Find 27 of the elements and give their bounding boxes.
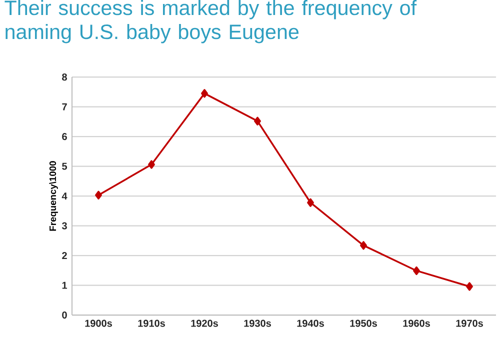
x-tick-label: 1950s	[350, 320, 377, 327]
point	[148, 160, 155, 169]
point	[360, 241, 367, 250]
x-tick-label: 1940s	[297, 320, 324, 327]
y-tick-label: 6	[62, 132, 67, 140]
x-tick-label: 1910s	[138, 320, 165, 327]
y-tick-label: 3	[62, 222, 67, 230]
x-tick-label: 1920s	[191, 320, 218, 327]
y-tick-label: 4	[62, 192, 68, 200]
x-tick-label: 1970s	[456, 320, 483, 327]
point	[201, 89, 208, 98]
point	[466, 282, 473, 291]
point	[413, 266, 420, 276]
y-tick-label: 2	[62, 252, 67, 260]
y-tick-label: 0	[62, 311, 67, 319]
x-tick-label: 1960s	[403, 320, 430, 327]
y-tick-label: 7	[62, 103, 67, 110]
y-tick-label: 5	[62, 162, 68, 170]
x-tick-label: 1930s	[244, 320, 271, 327]
chart-title: Their success is marked by the frequency of naming U.S. baby boys Eugene	[4, 0, 417, 44]
y-axis-title: Frequency\1000	[49, 161, 58, 231]
point	[95, 190, 102, 200]
x-tick-label: 1900s	[85, 320, 112, 327]
y-tick-label: 8	[62, 74, 67, 81]
point	[254, 116, 261, 126]
y-tick-label: 1	[62, 282, 68, 289]
point	[307, 198, 314, 207]
